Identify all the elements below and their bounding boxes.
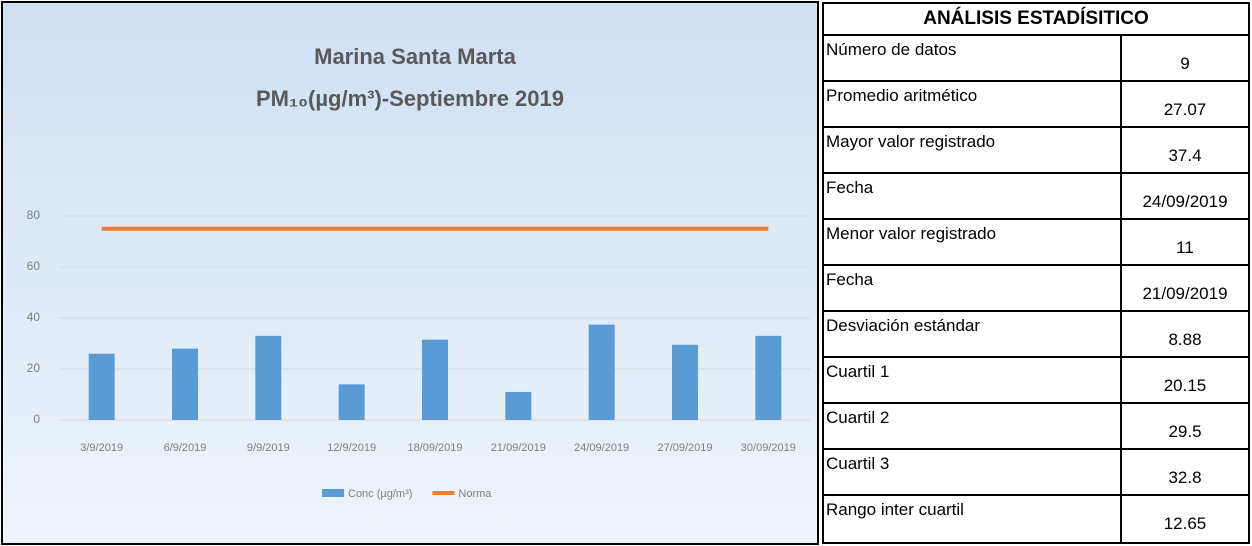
table-row: Promedio aritmético 27.07 xyxy=(824,82,1248,128)
table-label: Fecha xyxy=(824,266,1122,310)
table-label: Mayor valor registrado xyxy=(824,128,1122,172)
x-tick-label: 9/9/2019 xyxy=(247,442,290,454)
table-title: ANÁLISIS ESTADÍSITICO xyxy=(824,4,1248,36)
x-tick-label: 30/09/2019 xyxy=(741,442,796,454)
x-tick-label: 27/09/2019 xyxy=(657,442,712,454)
table-row: Menor valor registrado 11 xyxy=(824,220,1248,266)
bar xyxy=(255,335,282,420)
table-row: Fecha 24/09/2019 xyxy=(824,174,1248,220)
table-row: Cuartil 3 32.8 xyxy=(824,450,1248,496)
table-value: 29.5 xyxy=(1168,422,1202,441)
table-row: Número de datos 9 xyxy=(824,36,1248,82)
x-tick-label: 24/09/2019 xyxy=(574,442,629,454)
x-tick-label: 21/09/2019 xyxy=(491,442,546,454)
chart-subtitle: PM₁₀(µg/m³)-Septiembre 2019 xyxy=(256,86,564,111)
table-value: 27.07 xyxy=(1163,100,1207,119)
chart-frame xyxy=(1,1,819,545)
y-tick-label: 80 xyxy=(27,208,41,222)
x-tick-label: 12/9/2019 xyxy=(327,442,376,454)
table-row: Fecha 21/09/2019 xyxy=(824,266,1248,312)
x-tick-label: 3/9/2019 xyxy=(80,442,123,454)
table-value: 20.15 xyxy=(1163,376,1207,395)
table-value: 37.4 xyxy=(1168,146,1202,165)
legend-swatch xyxy=(322,489,344,497)
table-value: 32.8 xyxy=(1168,468,1202,487)
table-label: Promedio aritmético xyxy=(824,82,1122,126)
legend-label: Conc (µg/m³) xyxy=(348,488,412,500)
table-value: 21/09/2019 xyxy=(1142,284,1228,303)
chart-title: Marina Santa Marta xyxy=(314,44,516,69)
bar xyxy=(172,348,198,420)
table-row: Cuartil 2 29.5 xyxy=(824,404,1248,450)
table-row: Rango inter cuartil 12.65 xyxy=(824,496,1248,542)
table-label: Desviación estándar xyxy=(824,312,1122,356)
y-tick-label: 20 xyxy=(27,361,41,375)
x-tick-label: 6/9/2019 xyxy=(164,442,207,454)
table-row: Desviación estándar 8.88 xyxy=(824,312,1248,358)
table-label: Fecha xyxy=(824,174,1122,218)
bar xyxy=(338,384,365,420)
bar xyxy=(755,335,782,420)
table-value: 11 xyxy=(1176,238,1194,257)
table-row: Cuartil 1 20.15 xyxy=(824,358,1248,404)
table-value: 12.65 xyxy=(1163,514,1207,533)
bar xyxy=(672,344,698,420)
table-label: Cuartil 2 xyxy=(824,404,1122,448)
bar xyxy=(505,391,532,420)
table-value: 24/09/2019 xyxy=(1142,192,1228,211)
y-tick-label: 0 xyxy=(33,412,40,426)
legend-label: Norma xyxy=(458,488,492,500)
table-label: Rango inter cuartil xyxy=(824,496,1122,542)
stats-table: ANÁLISIS ESTADÍSITICO Número de datos 9 Pr… xyxy=(822,2,1250,544)
y-tick-label: 40 xyxy=(27,310,41,324)
bar xyxy=(88,353,115,420)
y-tick-label: 60 xyxy=(27,259,41,273)
bar xyxy=(422,339,448,420)
table-label: Cuartil 3 xyxy=(824,450,1122,494)
table-row: Mayor valor registrado 37.4 xyxy=(824,128,1248,174)
bar xyxy=(588,324,615,420)
x-tick-label: 18/09/2019 xyxy=(407,442,462,454)
table-value: 8.88 xyxy=(1168,330,1202,349)
table-label: Número de datos xyxy=(824,36,1122,80)
chart: Marina Santa Marta PM₁₀(µg/m³)-Septiembr… xyxy=(1,1,819,545)
table-value: 9 xyxy=(1180,54,1190,73)
table-label: Menor valor registrado xyxy=(824,220,1122,264)
table-label: Cuartil 1 xyxy=(824,358,1122,402)
